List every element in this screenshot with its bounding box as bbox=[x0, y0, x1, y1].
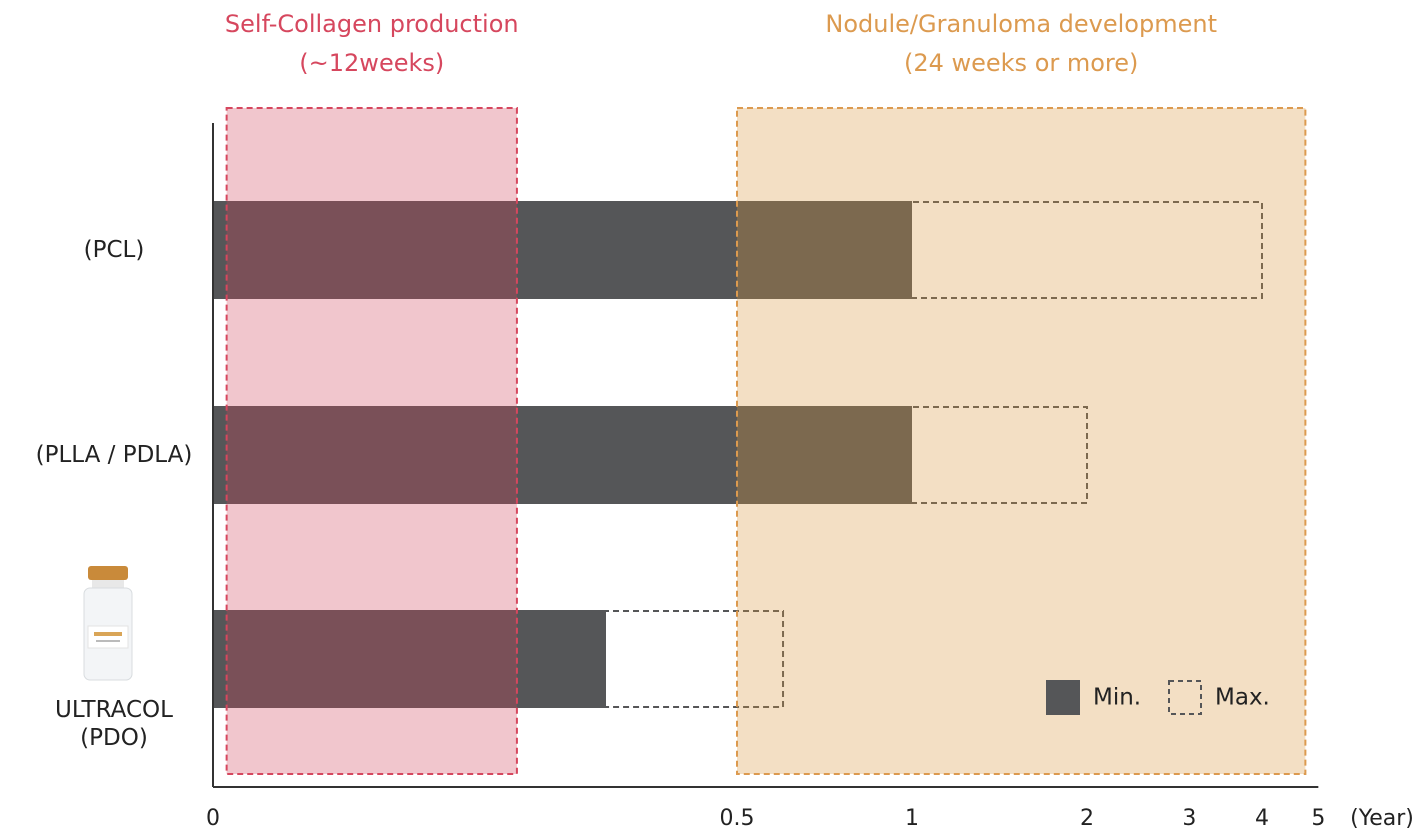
legend-swatch bbox=[1046, 680, 1080, 715]
x-tick-label: 4 bbox=[1255, 806, 1269, 831]
region-label: Nodule/Granuloma development bbox=[825, 10, 1217, 38]
x-tick-label: 2 bbox=[1080, 806, 1094, 831]
x-tick-label: 0.5 bbox=[720, 806, 755, 831]
legend-label: Max. bbox=[1215, 685, 1270, 711]
x-tick-label: 1 bbox=[905, 806, 919, 831]
x-axis-label: (Year) bbox=[1350, 806, 1414, 831]
region bbox=[227, 108, 517, 774]
page: Self-Collagen production (~12weeks) Nodule… bbox=[0, 0, 1420, 834]
legend-label: Min. bbox=[1093, 685, 1141, 711]
region-sublabel: (24 weeks or more) bbox=[904, 49, 1138, 77]
vial bbox=[84, 566, 132, 680]
category-label: (PLLA / PDLA) bbox=[0, 441, 228, 469]
x-tick-label: 5 bbox=[1311, 806, 1325, 831]
region-label: Self-Collagen production bbox=[225, 10, 519, 38]
region bbox=[737, 108, 1305, 774]
x-tick-label: 0 bbox=[206, 806, 220, 831]
category-label: ULTRACOL (PDO) bbox=[0, 696, 228, 752]
category-label: (PCL) bbox=[0, 236, 228, 264]
x-tick-label: 3 bbox=[1182, 806, 1196, 831]
region-sublabel: (~12weeks) bbox=[299, 49, 444, 77]
